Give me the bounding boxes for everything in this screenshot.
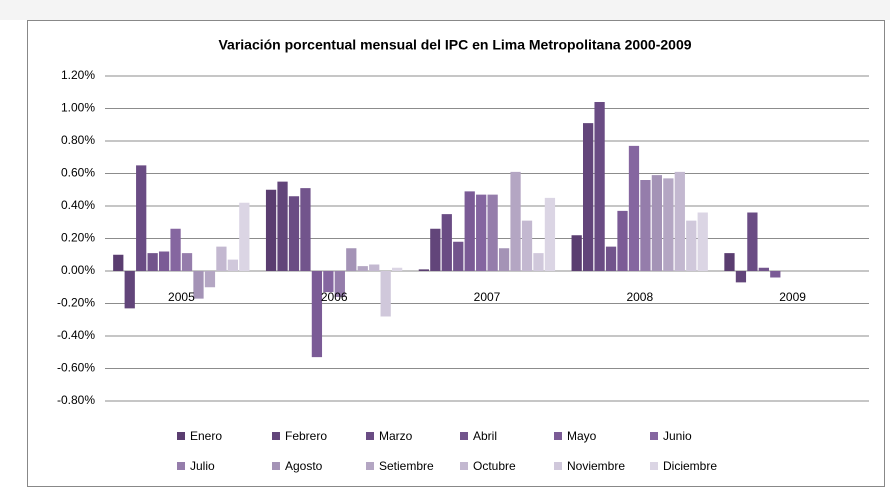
legend-label: Diciembre <box>663 459 717 473</box>
legend-label: Octubre <box>473 459 516 473</box>
legend-swatch <box>554 432 562 440</box>
bar <box>193 271 204 299</box>
y-tick-label: -0.60% <box>57 361 95 375</box>
x-tick-label: 2006 <box>321 290 348 304</box>
bar <box>758 267 769 271</box>
legend-label: Enero <box>190 429 222 443</box>
legend-label: Marzo <box>379 429 413 443</box>
x-tick-label: 2005 <box>168 290 195 304</box>
bar <box>651 175 663 271</box>
bar <box>533 253 544 271</box>
legend-label: Noviembre <box>567 459 625 473</box>
bar <box>323 271 334 293</box>
legend-swatch <box>650 462 658 470</box>
legend-label: Setiembre <box>379 459 434 473</box>
legend-label: Agosto <box>285 459 323 473</box>
bar <box>170 228 181 271</box>
bar <box>724 253 735 271</box>
legend-swatch <box>272 432 280 440</box>
bar <box>392 267 403 271</box>
bar <box>464 191 475 271</box>
bar <box>277 181 288 271</box>
bar <box>216 246 227 271</box>
y-tick-label: -0.40% <box>57 328 95 342</box>
y-tick-label: 0.40% <box>61 198 95 212</box>
bar <box>617 210 628 271</box>
y-tick-label: 0.80% <box>61 133 95 147</box>
bar <box>510 171 521 271</box>
y-tick-label: -0.20% <box>57 296 95 310</box>
bar <box>571 235 582 271</box>
bar <box>583 123 594 271</box>
background-strip <box>0 0 890 20</box>
bar <box>663 178 674 271</box>
bar <box>418 269 429 271</box>
bar <box>369 264 380 271</box>
bar <box>498 248 510 271</box>
bar <box>640 180 651 271</box>
legend-label: Abril <box>473 429 497 443</box>
bar <box>346 248 357 271</box>
bar <box>227 259 238 271</box>
bar <box>544 197 556 271</box>
x-tick-label: 2008 <box>626 290 653 304</box>
legend-swatch <box>460 432 468 440</box>
bar <box>136 165 147 271</box>
chart-title: Variación porcentual mensual del IPC en … <box>218 37 691 53</box>
legend-label: Junio <box>663 429 692 443</box>
bar <box>747 212 758 271</box>
bar <box>311 271 323 358</box>
x-tick-label: 2009 <box>779 290 806 304</box>
legend-label: Julio <box>190 459 215 473</box>
bar <box>158 251 170 271</box>
x-tick-label: 2007 <box>474 290 501 304</box>
y-tick-label: 1.00% <box>61 101 95 115</box>
legend-label: Febrero <box>285 429 327 443</box>
bar <box>594 102 605 271</box>
legend-label: Mayo <box>567 429 597 443</box>
legend-swatch <box>272 462 280 470</box>
bar <box>686 220 697 271</box>
bar <box>674 171 685 271</box>
legend-swatch <box>177 432 185 440</box>
bar <box>521 220 533 271</box>
bar <box>265 189 277 271</box>
y-tick-label: 0.20% <box>61 231 95 245</box>
bar <box>380 271 391 317</box>
bar <box>453 241 464 271</box>
legend-swatch <box>650 432 658 440</box>
bar <box>628 145 640 271</box>
bar <box>300 188 311 271</box>
bar <box>605 246 617 271</box>
y-tick-label: 0.60% <box>61 166 95 180</box>
bar <box>476 194 487 271</box>
bar <box>181 253 193 271</box>
bar <box>357 266 368 271</box>
y-tick-label: 0.00% <box>61 263 95 277</box>
bar <box>113 254 124 271</box>
legend-swatch <box>366 462 374 470</box>
legend-swatch <box>554 462 562 470</box>
legend-swatch <box>177 462 185 470</box>
bar <box>204 271 216 288</box>
bar <box>441 214 452 271</box>
bar <box>735 271 747 283</box>
bar <box>697 212 708 271</box>
y-tick-label: 1.20% <box>61 68 95 82</box>
bar <box>430 228 441 271</box>
legend-swatch <box>366 432 374 440</box>
legend-swatch <box>460 462 468 470</box>
bar <box>147 253 158 271</box>
bar <box>770 271 781 278</box>
bar <box>334 271 345 297</box>
y-tick-label: -0.80% <box>57 393 95 407</box>
bar <box>239 202 250 271</box>
bar <box>288 196 300 271</box>
bar <box>487 194 498 271</box>
bar <box>124 271 135 309</box>
